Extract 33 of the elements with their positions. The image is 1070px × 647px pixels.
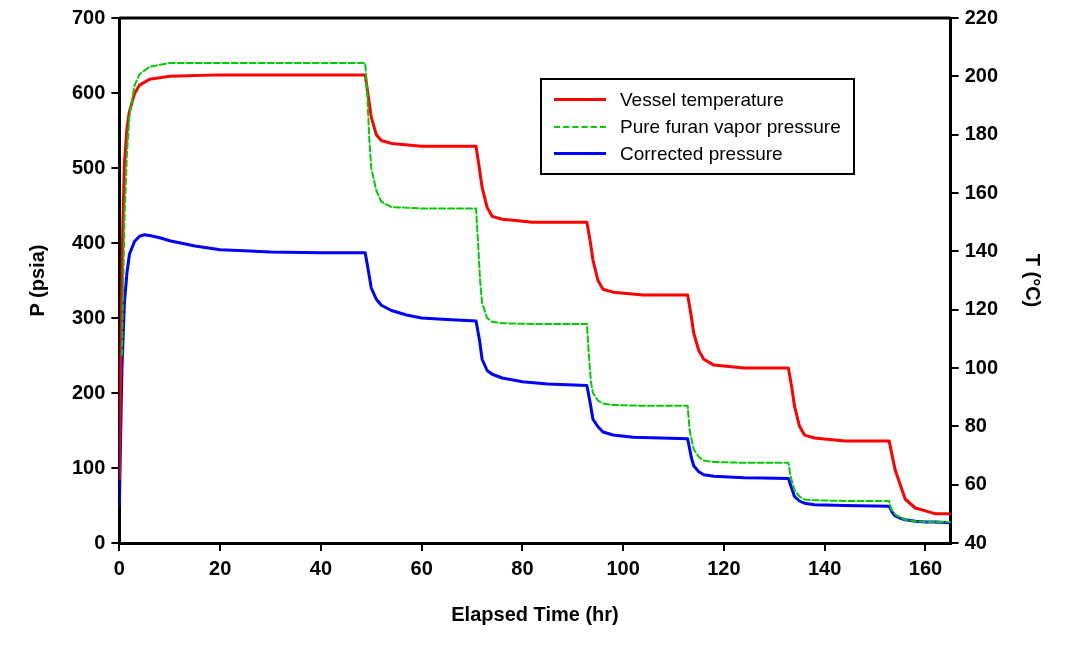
legend-label: Vessel temperature — [620, 88, 784, 111]
x-tick-label: 80 — [511, 556, 534, 579]
x-tick-label: 20 — [209, 556, 232, 579]
y-tick-label: 200 — [71, 380, 106, 403]
y2-tick-label: 160 — [964, 180, 999, 203]
y-tick-label: 400 — [71, 230, 106, 253]
y2-tick-label: 80 — [964, 413, 987, 436]
x-tick-label: 140 — [807, 556, 842, 579]
x-tick-label: 60 — [410, 556, 433, 579]
x-tick-label: 120 — [707, 556, 741, 579]
legend-label: Corrected pressure — [620, 142, 783, 165]
y2-axis-title: T (°C) — [1022, 253, 1045, 308]
y-tick-label: 700 — [71, 5, 106, 28]
y2-tick-label: 180 — [964, 122, 999, 145]
y2-tick-label: 100 — [964, 355, 999, 378]
x-tick-label: 40 — [309, 556, 333, 579]
x-tick-label: 100 — [606, 556, 640, 579]
x-tick-label: 160 — [908, 556, 943, 579]
legend-label: Pure furan vapor pressure — [620, 115, 841, 138]
y2-tick-label: 60 — [964, 472, 987, 495]
y-tick-label: 300 — [71, 305, 106, 328]
y2-tick-label: 200 — [964, 63, 999, 86]
y2-tick-label: 120 — [964, 297, 999, 320]
y-tick-label: 0 — [94, 530, 106, 553]
x-axis-title: Elapsed Time (hr) — [451, 602, 619, 625]
y2-tick-label: 40 — [964, 530, 987, 553]
y2-tick-label: 140 — [964, 238, 999, 261]
y2-tick-label: 220 — [964, 5, 999, 28]
y-tick-label: 500 — [71, 155, 106, 178]
y-tick-label: 100 — [71, 455, 106, 478]
x-tick-label: 0 — [113, 556, 125, 579]
y-tick-label: 600 — [71, 80, 106, 103]
y-axis-title: P (psia) — [25, 244, 48, 317]
